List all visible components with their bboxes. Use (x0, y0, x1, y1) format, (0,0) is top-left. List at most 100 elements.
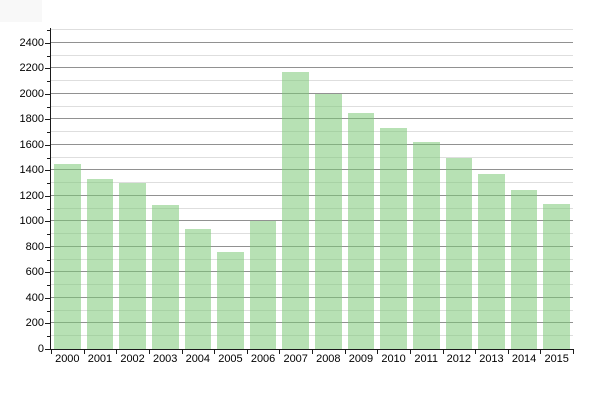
x-tick (83, 350, 85, 354)
plot-area (51, 29, 573, 349)
x-axis-label-2010: 2010 (381, 353, 406, 365)
y-axis-line (50, 28, 51, 349)
bar-slot-2000 (51, 30, 84, 349)
bars-layer (51, 30, 573, 349)
y-tick-major (45, 144, 51, 146)
y-tick-major (45, 170, 51, 172)
gridline-minor (51, 54, 573, 56)
bar-slot-2001 (84, 30, 117, 349)
x-axis-label-2012: 2012 (446, 353, 472, 365)
y-axis-label: 400 (25, 291, 44, 304)
x-tick (409, 350, 411, 354)
bar-2012 (445, 157, 473, 349)
gridline-minor (51, 80, 573, 82)
y-tick-major (45, 221, 51, 223)
x-tick (344, 350, 346, 354)
x-axis-label-2000: 2000 (55, 353, 80, 365)
x-axis-label-2004: 2004 (185, 353, 211, 365)
corner-artifact (0, 0, 42, 22)
y-tick-minor (47, 30, 51, 31)
y-tick-major (45, 246, 51, 248)
x-tick (181, 350, 183, 354)
y-tick-major (45, 297, 51, 299)
y-tick-minor (47, 157, 51, 159)
bar-2007 (282, 72, 309, 349)
y-tick-minor (47, 208, 51, 210)
x-axis-label-2007: 2007 (283, 353, 308, 365)
bar-slot-2012 (443, 30, 476, 349)
y-axis-label: 0 (37, 343, 44, 355)
x-axis-label-2009: 2009 (348, 353, 374, 365)
y-tick-major (45, 349, 51, 350)
gridline-major (51, 322, 573, 324)
y-tick-minor (47, 234, 51, 236)
bar-slot-2015 (540, 30, 573, 349)
x-axis-line (50, 349, 574, 350)
gridline-major (51, 245, 573, 247)
bar-slot-2011 (410, 30, 443, 349)
y-tick-minor (47, 259, 51, 261)
y-axis-label: 600 (25, 266, 44, 279)
x-axis-label-2002: 2002 (120, 353, 145, 365)
bar-2014 (510, 189, 538, 349)
gridline-major (51, 92, 573, 94)
y-tick-major (45, 272, 51, 274)
x-tick (507, 350, 509, 354)
bar-slot-2002 (116, 30, 149, 349)
gridline-minor (51, 284, 573, 286)
x-axis-label-2013: 2013 (479, 353, 504, 365)
x-axis-label-2014: 2014 (511, 353, 537, 365)
y-tick-major (45, 119, 51, 121)
bar-2013 (478, 174, 505, 349)
gridline-major (51, 271, 573, 273)
bar-2002 (119, 183, 146, 349)
gridline-minor (51, 335, 573, 337)
gridline-minor (51, 258, 573, 260)
bar-2004 (184, 229, 212, 349)
y-axis-label: 1400 (19, 164, 44, 177)
gridline-major (51, 143, 573, 145)
x-axis-label-2001: 2001 (87, 353, 113, 365)
bar-2015 (543, 203, 570, 349)
y-tick-major (45, 93, 51, 95)
x-tick (540, 350, 542, 354)
gridline-major (51, 118, 573, 120)
bar-slot-2010 (377, 30, 410, 349)
bar-slot-2013 (475, 30, 508, 349)
bar-2005 (217, 252, 244, 349)
x-tick (116, 350, 118, 354)
x-axis-label-2006: 2006 (250, 353, 276, 365)
gridline-major (51, 296, 573, 298)
bar-2010 (380, 128, 407, 349)
y-tick-major (45, 42, 51, 44)
y-axis-label: 800 (25, 240, 44, 253)
y-axis-label: 2200 (19, 62, 44, 75)
bar-slot-2008 (312, 30, 345, 349)
bar-2009 (347, 112, 375, 349)
gridline-minor (51, 131, 573, 133)
bar-2003 (151, 204, 179, 349)
bar-slot-2009 (345, 30, 378, 349)
y-axis-label: 1200 (19, 189, 44, 202)
x-tick (442, 350, 444, 354)
x-tick (148, 350, 150, 354)
x-tick (312, 350, 313, 354)
y-tick-major (45, 323, 51, 325)
bar-slot-2003 (149, 30, 182, 349)
gridline-major (51, 220, 573, 222)
gridline-minor (51, 29, 573, 30)
gridline-minor (51, 105, 573, 107)
gridline-major (51, 41, 573, 43)
x-tick (377, 350, 379, 354)
gridline-minor (51, 182, 573, 184)
bar-2001 (86, 179, 114, 349)
y-tick-minor (47, 106, 51, 108)
y-tick-major (45, 195, 51, 197)
gridline-major (51, 169, 573, 171)
x-axis-label-2015: 2015 (544, 353, 569, 365)
x-tick (573, 350, 574, 354)
gridline-major (51, 194, 573, 196)
x-tick (51, 350, 52, 354)
x-tick (279, 350, 281, 354)
